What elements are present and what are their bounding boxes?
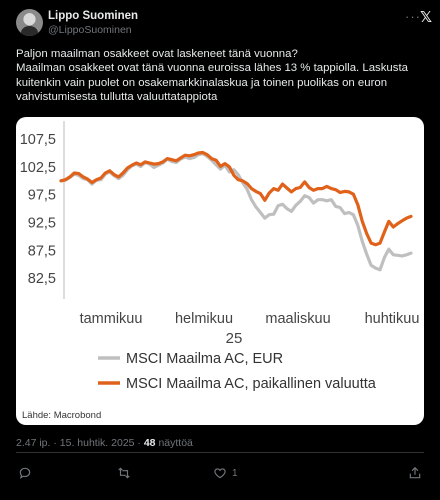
chart-source: Lähde: Macrobond xyxy=(22,410,101,421)
tweet-text-line: Maailman osakkeet ovat tänä vuonna euroi… xyxy=(16,62,408,75)
views-label: näyttöä xyxy=(155,437,193,449)
y-tick-label: 102,5 xyxy=(20,160,56,176)
author-name[interactable]: Lippo Suominen xyxy=(48,10,139,22)
retweet-button[interactable] xyxy=(117,466,136,480)
y-tick-label: 97,5 xyxy=(28,188,56,204)
reply-icon xyxy=(19,467,31,479)
x-tick-label: huhtikuu xyxy=(365,311,420,327)
y-tick-label: 92,5 xyxy=(28,216,56,232)
chart-image[interactable]: 107,5 102,5 97,5 92,5 87,5 82,5 tammikuu helmi… xyxy=(16,117,424,425)
views-count: 48 xyxy=(143,437,156,449)
like-count: 1 xyxy=(232,467,238,479)
divider xyxy=(16,452,424,453)
like-icon xyxy=(214,468,226,479)
timestamp[interactable]: 2.47 ip. · 15. huhtik. 2025 · xyxy=(16,437,144,449)
avatar[interactable] xyxy=(16,9,43,36)
reply-button[interactable] xyxy=(18,466,37,480)
legend-label: MSCI Maailma AC, EUR xyxy=(126,351,283,367)
retweet-icon xyxy=(118,467,130,479)
y-tick-label: 82,5 xyxy=(28,271,56,287)
tweet-text: Paljon maailman osakkeet ovat laskeneet … xyxy=(16,47,426,104)
x-logo-icon[interactable]: 𝕏 xyxy=(420,9,433,26)
tweet-meta: 2.47 ip. · 15. huhtik. 2025 · 48 näyttöä xyxy=(16,437,193,449)
y-tick-label: 87,5 xyxy=(28,243,56,259)
share-button[interactable] xyxy=(408,466,427,480)
author-handle[interactable]: @LippoSuominen xyxy=(48,24,132,36)
tweet-text-line: vahvistumisesta tullutta valuuttatappiot… xyxy=(16,90,218,103)
x-axis-year-label: 25 xyxy=(226,330,243,347)
legend-label: MSCI Maailma AC, paikallinen valuutta xyxy=(126,376,377,392)
tweet-text-line: Paljon maailman osakkeet ovat laskeneet … xyxy=(16,48,298,60)
x-tick-label: maaliskuu xyxy=(265,311,330,327)
share-icon xyxy=(409,466,421,479)
x-tick-label: helmikuu xyxy=(175,311,233,327)
more-options-icon[interactable]: ··· xyxy=(405,9,421,24)
y-tick-label: 107,5 xyxy=(20,132,56,148)
x-tick-label: tammikuu xyxy=(80,311,143,327)
series-line-local xyxy=(59,150,413,247)
line-chart: 107,5 102,5 97,5 92,5 87,5 82,5 tammikuu helmi… xyxy=(20,121,420,421)
tweet-text-line: kuitenkin vain puolet on osakemarkkinala… xyxy=(16,76,388,89)
like-button[interactable]: 1 xyxy=(213,466,238,480)
